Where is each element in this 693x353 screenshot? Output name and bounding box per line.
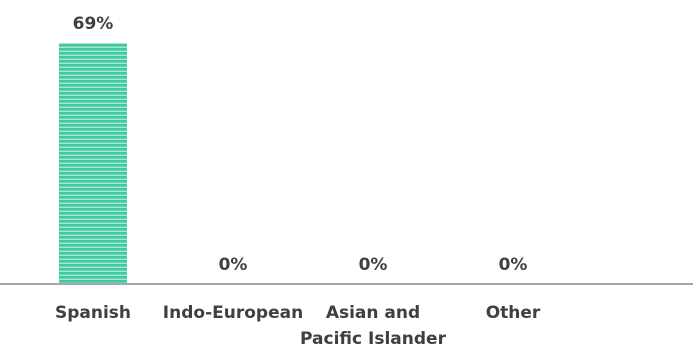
x-tick-label-asian-and-pacific-islander: Asian and Pacific Islander xyxy=(300,303,447,349)
bars-layer xyxy=(59,43,127,284)
data-label-other: 0% xyxy=(499,255,528,275)
x-tick-label-indo-european: Indo-European xyxy=(163,303,303,323)
data-label-indo-european: 0% xyxy=(219,255,248,275)
x-tick-label-other: Other xyxy=(486,303,541,323)
data-label-asian-and-pacific-islander: 0% xyxy=(359,255,388,275)
data-labels-layer: 69% 0% 0% 0% xyxy=(73,14,528,275)
bar-spanish xyxy=(59,43,127,284)
x-tick-labels-layer: Spanish Indo-European Asian and Pacific Isl… xyxy=(55,303,541,349)
x-tick-label-spanish: Spanish xyxy=(55,303,131,323)
data-label-spanish: 69% xyxy=(73,14,114,34)
